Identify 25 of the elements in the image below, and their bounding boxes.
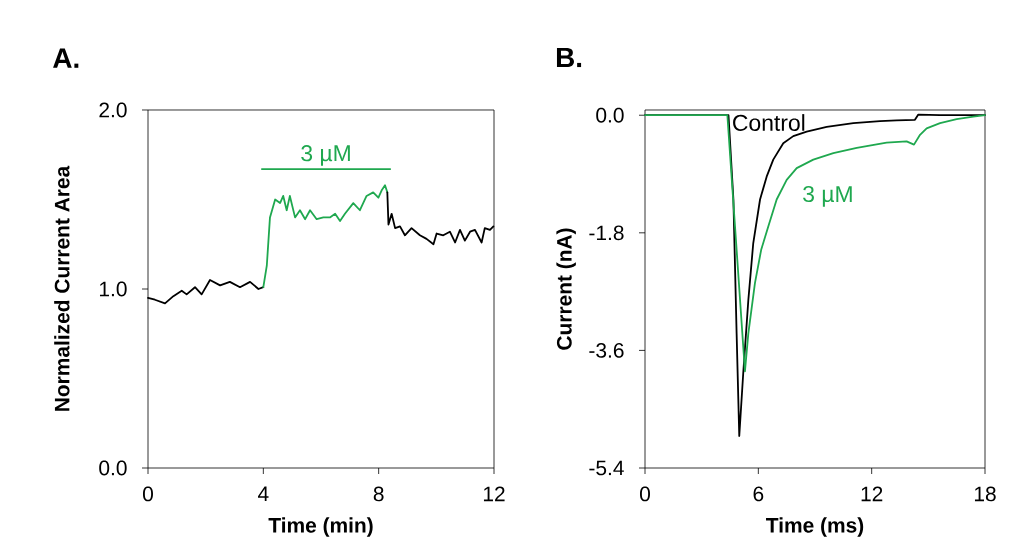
y-axis-title: Normalized Current Area [54, 165, 70, 411]
x-tick-label: 0 [640, 486, 650, 502]
series-label: 3 µM [803, 185, 852, 207]
chart-title: B. [556, 47, 582, 68]
x-tick-label: 18 [974, 486, 996, 502]
y-tick-label: 0.0 [596, 107, 624, 123]
y-tick-label: 2.0 [99, 102, 127, 118]
x-axis-title: Time (min) [268, 517, 373, 537]
x-tick-label: 12 [861, 486, 883, 502]
y-tick-label: 1.0 [99, 281, 127, 297]
x-tick-label: 6 [753, 486, 764, 502]
series-label: 3 µM [301, 145, 350, 166]
x-tick-label: 12 [483, 486, 505, 502]
line-series [262, 184, 389, 289]
y-tick-label: 0.0 [99, 460, 127, 476]
x-tick-label: 0 [143, 486, 153, 502]
y-tick-label: -3.6 [589, 343, 624, 358]
y-axis-title: Current (nA) [556, 228, 576, 350]
x-tick-label: 4 [258, 486, 269, 501]
x-tick-label: 8 [373, 486, 384, 502]
chart-title: A. [53, 48, 79, 68]
x-axis-title: Time (ms) [766, 517, 864, 537]
y-tick-label: -1.8 [589, 225, 624, 241]
series-label: Control [733, 114, 805, 131]
y-tick-label: -5.4 [589, 460, 624, 476]
